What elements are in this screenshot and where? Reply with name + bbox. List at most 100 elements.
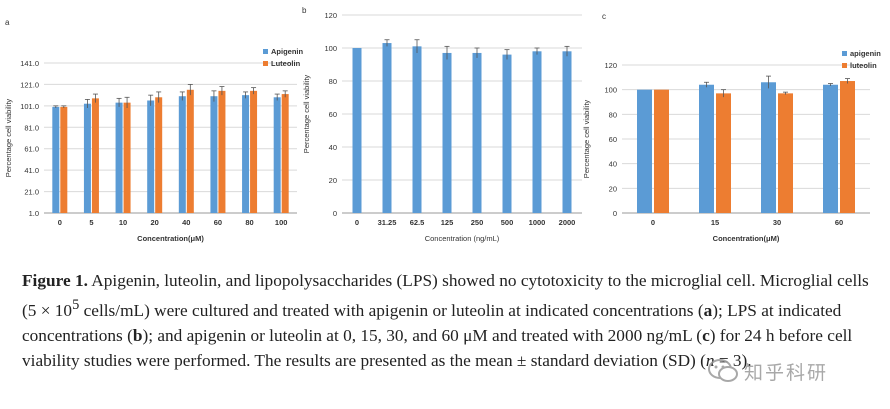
panel-a-bar-apigenin-60 (210, 96, 218, 213)
panel-a-y-tick-label: 81.0 (24, 123, 39, 132)
figure-panels: a 1.0 21.0 41.0 61.0 81.0 101.0 121.0 141.0 0 5 10 2… (4, 6, 881, 243)
panel-c-y-tick-label: 0 (613, 209, 617, 218)
panel-a-y-axis-title: Percentage cell viability (4, 99, 13, 178)
panel-b-x-tick-label: 0 (355, 218, 359, 227)
panel-c-legend-swatch-luteolin (842, 63, 847, 68)
panel-a-y-tick-label: 141.0 (20, 59, 39, 68)
panel-a-y-tick-label: 1.0 (29, 209, 39, 218)
panel-c-legend-label-luteolin: luteolin (850, 61, 877, 70)
figure-caption: Figure 1. Apigenin, luteolin, and lipopo… (22, 268, 872, 373)
panel-b-x-axis-title: Concentration (ng/mL) (425, 234, 500, 243)
panel-a-x-tick-label: 100 (275, 218, 288, 227)
panel-a-bar-luteolin-10 (123, 102, 131, 213)
panel-a-x-axis-title: Concentration(μM) (137, 234, 204, 243)
watermark-text: 知乎科研 (744, 361, 829, 384)
panel-a-x-tick-label: 5 (89, 218, 93, 227)
panel-b-y-tick-label: 20 (329, 176, 337, 185)
caption-text-6: = 3). (714, 350, 752, 370)
panel-c-y-tick-label: 20 (609, 184, 617, 193)
panel-a-x-tick-label: 0 (58, 218, 62, 227)
panel-b-bar-lps-250 (472, 52, 482, 214)
panel-a-bar-luteolin-0 (60, 106, 68, 213)
panel-a-bar-luteolin-60 (218, 90, 226, 213)
panel-a-x-tick-label: 60 (214, 218, 222, 227)
panel-c-x-tick-label: 60 (835, 218, 843, 227)
panel-c-legend-label-apigenin: apigenin (850, 49, 881, 58)
caption-label: Figure 1. (22, 271, 88, 290)
panel-c-bar-luteolin-15 (716, 93, 731, 213)
panel-a-bar-apigenin-0 (52, 106, 60, 213)
panel-a-legend-label-luteolin: Luteolin (271, 59, 301, 68)
panel-b-y-tick-label: 0 (333, 209, 337, 218)
panel-a-y-tick-label: 41.0 (24, 166, 39, 175)
panel-a-y-tick-label: 61.0 (24, 145, 39, 154)
panel-a-legend-label-apigenin: Apigenin (271, 47, 303, 56)
panel-a-x-tick-label: 80 (245, 218, 253, 227)
panel-a-label: a (5, 18, 10, 27)
panel-b-bar-lps-0 (352, 48, 362, 213)
panel-c-x-tick-label: 0 (651, 218, 655, 227)
panel-b-y-tick-label: 80 (329, 77, 337, 86)
panel-a-bar-luteolin-100 (281, 94, 289, 213)
panel-c-x-axis-title: Concentration(μM) (713, 234, 780, 243)
panel-a-bar-apigenin-40 (178, 96, 186, 213)
panel-a-bar-luteolin-5 (91, 98, 99, 213)
wechat-icon (708, 359, 738, 382)
panel-c-bar-luteolin-0 (654, 89, 669, 213)
panel-a-bar-apigenin-20 (147, 100, 155, 213)
panel-a-bar-luteolin-80 (250, 90, 258, 213)
panel-c-bar-luteolin-30 (778, 93, 793, 213)
panel-b-y-tick-label: 100 (324, 44, 337, 53)
panel-c-bar-apigenin-15 (699, 84, 714, 213)
panel-b-x-tick-label: 500 (501, 218, 514, 227)
panel-a-legend-swatch-luteolin (263, 61, 268, 66)
panel-a-y-tick-label: 101.0 (20, 102, 39, 111)
caption-text-5: ) for 24 h before cell viability studies… (22, 325, 853, 370)
panel-b-bar-lps-31.25 (382, 43, 392, 213)
panel-c-legend-swatch-apigenin (842, 51, 847, 56)
panel-c-x-tick-label: 30 (773, 218, 781, 227)
panel-c-y-tick-label: 40 (609, 160, 617, 169)
watermark: 知乎科研 (708, 356, 868, 386)
panel-c-y-tick-label: 80 (609, 110, 617, 119)
panel-b-bar-lps-62.5 (412, 46, 422, 213)
panel-c-bar-apigenin-0 (637, 89, 652, 213)
panel-c-y-tick-label: 60 (609, 135, 617, 144)
panel-a-bar-luteolin-20 (155, 97, 163, 213)
panel-c-label: c (602, 12, 606, 21)
panel-c-bar-apigenin-30 (761, 82, 776, 214)
panel-b-y-tick-label: 60 (329, 110, 337, 119)
panel-b-label: b (302, 6, 307, 15)
panel-b-x-tick-label: 62.5 (410, 218, 425, 227)
caption-text-3: ); LPS at indicated concentrations ( (22, 300, 842, 345)
panel-b-y-tick-label: 40 (329, 143, 337, 152)
panel-c-bar-apigenin-60 (823, 84, 838, 213)
panel-c-bar-luteolin-60 (840, 81, 855, 214)
panel-b-bar-lps-500 (502, 54, 512, 213)
panel-a-bar-apigenin-80 (242, 95, 250, 213)
panel-c-x-tick-label: 15 (711, 218, 719, 227)
panel-a-bar-apigenin-10 (115, 102, 123, 213)
panel-b-x-tick-label: 250 (471, 218, 484, 227)
panel-b-y-tick-label: 120 (324, 11, 337, 20)
panel-a-x-tick-label: 10 (119, 218, 127, 227)
caption-n-symbol: n (705, 350, 715, 370)
panel-a-bar-luteolin-40 (186, 89, 194, 213)
panel-c-y-axis-title: Percentage cell viability (582, 100, 591, 179)
panel-a-bar-apigenin-5 (83, 103, 91, 213)
panel-b-x-tick-label: 2000 (559, 218, 576, 227)
caption-ref-a: a (703, 300, 713, 320)
panel-a-y-tick-label: 121.0 (20, 80, 39, 89)
panel-a-y-tick-label: 21.0 (24, 188, 39, 197)
panel-a-x-tick-label: 20 (151, 218, 159, 227)
panel-b-x-tick-label: 31.25 (378, 218, 397, 227)
panel-c-y-tick-label: 100 (604, 86, 617, 95)
caption-text-2: cells/mL) were cultured and treated with… (79, 300, 704, 320)
caption-superscript: 5 (72, 297, 80, 313)
panel-b-y-axis-title: Percentage cell viability (302, 75, 311, 154)
caption-ref-b: b (132, 325, 143, 345)
panel-b-x-tick-label: 125 (441, 218, 454, 227)
caption-ref-c: c (702, 325, 710, 345)
panel-b-bar-lps-125 (442, 52, 452, 214)
panel-b-x-tick-label: 1000 (529, 218, 546, 227)
